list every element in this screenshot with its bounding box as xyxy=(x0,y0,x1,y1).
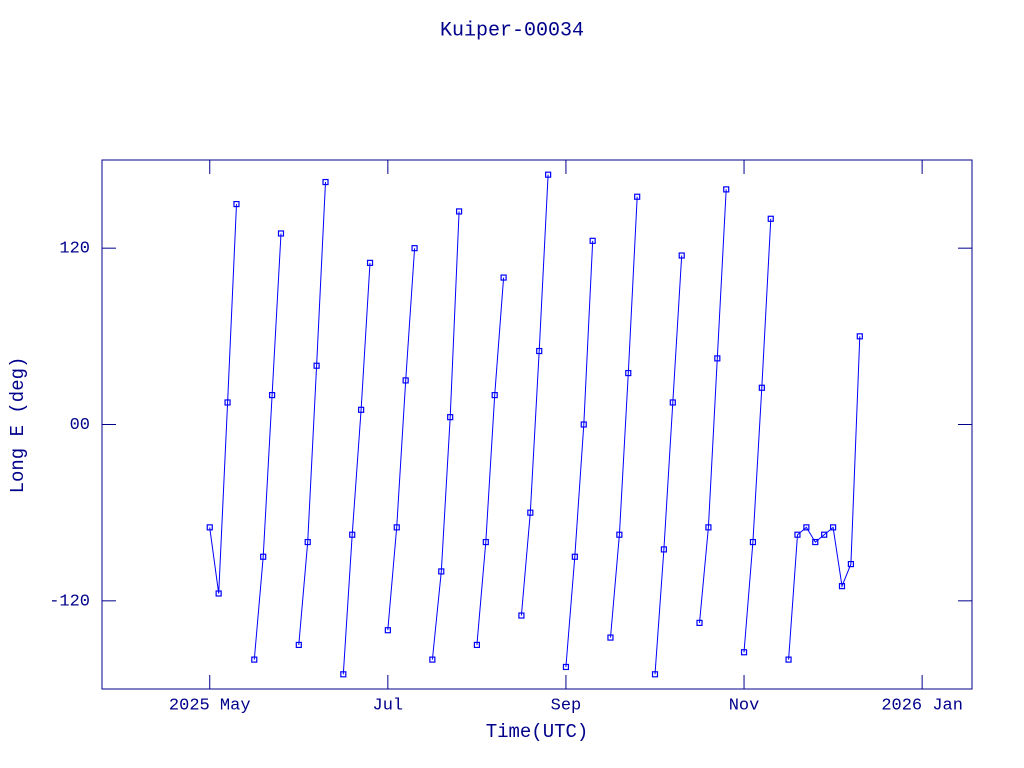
data-point xyxy=(785,656,792,663)
data-point xyxy=(562,663,570,671)
data-point xyxy=(393,524,400,531)
chart-title: Kuiper-00034 xyxy=(440,19,584,42)
x-tick-label: 2026 Jan xyxy=(881,696,963,715)
x-tick-label: Jul xyxy=(373,696,404,715)
data-point xyxy=(500,274,507,281)
data-point xyxy=(304,538,311,546)
data-point xyxy=(233,200,240,208)
data-point xyxy=(580,421,587,428)
data-point xyxy=(215,590,222,597)
data-point xyxy=(260,553,267,560)
data-point xyxy=(411,245,418,252)
data-point xyxy=(224,399,231,406)
plot-frame xyxy=(101,159,973,690)
y-tick-label: 00 xyxy=(70,416,90,435)
data-point xyxy=(322,178,329,186)
data-point xyxy=(812,538,819,546)
data-point xyxy=(340,671,347,678)
data-point xyxy=(678,252,685,259)
data-point xyxy=(856,333,863,340)
data-point xyxy=(295,641,302,649)
data-point xyxy=(847,560,854,568)
data-point xyxy=(803,524,810,531)
data-point xyxy=(402,377,409,384)
data-point xyxy=(366,259,374,266)
x-tick-label: Sep xyxy=(551,696,582,715)
y-tick-label: 120 xyxy=(59,240,90,259)
data-point xyxy=(758,384,765,391)
data-point xyxy=(473,641,480,649)
data-point xyxy=(447,414,454,421)
data-point xyxy=(660,546,667,553)
data-point xyxy=(714,355,721,362)
data-point xyxy=(589,237,596,244)
x-axis-label: Time(UTC) xyxy=(486,721,589,743)
data-line xyxy=(209,174,861,675)
data-point xyxy=(384,627,391,634)
data-point xyxy=(349,531,356,538)
data-point xyxy=(482,538,489,546)
data-point xyxy=(429,656,436,663)
data-point xyxy=(518,612,525,619)
data-point xyxy=(829,524,837,531)
data-point xyxy=(545,171,552,178)
data-point xyxy=(838,583,846,590)
data-point xyxy=(669,399,676,406)
data-point xyxy=(491,392,498,399)
data-point xyxy=(625,369,632,377)
data-point xyxy=(571,553,578,560)
x-tick-label: 2025 May xyxy=(169,696,251,715)
data-point xyxy=(634,193,641,200)
data-point xyxy=(268,392,276,399)
data-point xyxy=(607,634,614,641)
data-point xyxy=(536,347,543,355)
data-point xyxy=(251,656,258,663)
data-point xyxy=(723,186,730,193)
data-point xyxy=(313,362,320,369)
data-point xyxy=(438,568,445,575)
data-point xyxy=(749,538,757,546)
data-point xyxy=(527,509,534,516)
data-point xyxy=(821,531,828,538)
data-point xyxy=(206,524,213,531)
data-point xyxy=(767,215,774,222)
y-axis-label: Long E (deg) xyxy=(7,357,29,494)
data-point xyxy=(705,524,712,531)
data-point xyxy=(794,531,801,538)
data-point xyxy=(358,406,365,413)
data-point xyxy=(696,619,703,626)
data-point xyxy=(455,208,463,215)
data-point xyxy=(277,230,285,237)
data-point xyxy=(616,531,623,538)
data-point xyxy=(740,649,748,656)
data-point xyxy=(651,671,659,678)
y-tick-label: -120 xyxy=(49,592,90,611)
x-tick-label: Nov xyxy=(729,696,760,715)
